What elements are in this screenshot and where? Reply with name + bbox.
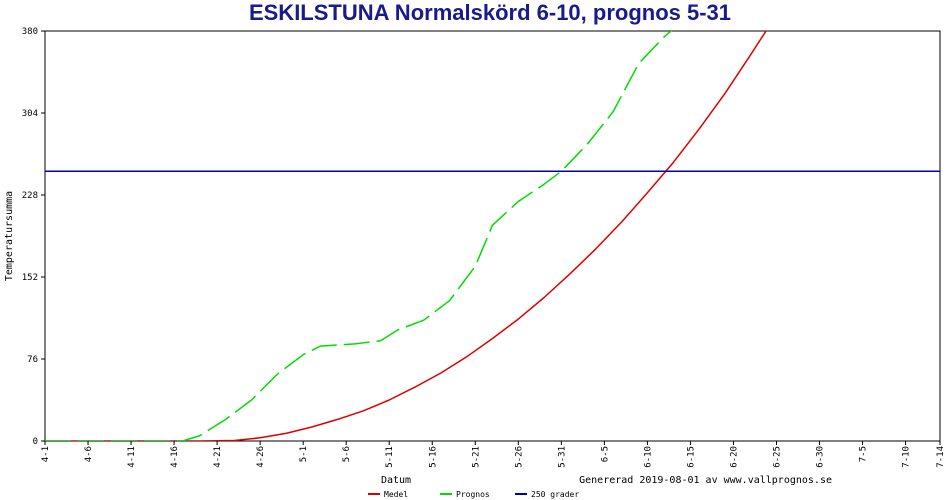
- plot-border: [44, 30, 941, 442]
- plot-area: [44, 30, 941, 442]
- x-tick-label: 5-11: [385, 446, 395, 468]
- series-layer: [45, 31, 940, 441]
- y-tick-label: 152: [22, 273, 38, 283]
- axis-layer: 0 76 152 228 304 380 4-1 4-6 4-11 4-16 4-21 4-26 5-1…: [22, 27, 946, 468]
- x-tick-label: 5-31: [557, 446, 567, 468]
- x-tick-label: 5-6: [342, 446, 352, 462]
- x-tick-label: 5-1: [299, 446, 309, 462]
- x-axis-label: Datum: [381, 475, 411, 486]
- legend-label-0: Medel: [384, 490, 408, 499]
- x-tick-label: 6-30: [816, 446, 826, 468]
- x-tick-label: 5-16: [428, 446, 438, 468]
- y-axis-label: Temperatursumma: [4, 191, 15, 281]
- x-tick-label: 4-26: [256, 446, 266, 468]
- y-tick-label: 76: [27, 355, 38, 365]
- legend: Medel Prognos 250 grader: [368, 490, 579, 499]
- chart-title: ESKILSTUNA Normalskörd 6-10, prognos 5-3…: [249, 0, 731, 25]
- x-tick-label: 6-15: [686, 446, 696, 468]
- y-tick-label: 0: [33, 437, 38, 447]
- series-line-1: [45, 31, 673, 441]
- legend-label-1: Prognos: [456, 490, 490, 499]
- x-tick-label: 7-5: [859, 446, 869, 462]
- series-line-0: [45, 31, 767, 441]
- legend-label-2: 250 grader: [531, 490, 579, 499]
- y-tick-label: 304: [22, 109, 38, 119]
- x-tick-label: 4-16: [170, 446, 180, 468]
- x-tick-label: 5-21: [471, 446, 481, 468]
- y-tick-label: 380: [22, 27, 38, 37]
- x-tick-label: 4-21: [213, 446, 223, 468]
- x-tick-label: 5-26: [514, 446, 524, 468]
- x-tick-label: 6-20: [729, 446, 739, 468]
- x-tick-label: 4-6: [84, 446, 94, 462]
- x-tick-label: 4-11: [127, 446, 137, 468]
- x-tick-label: 4-1: [41, 446, 51, 462]
- x-tick-label: 6-10: [643, 446, 653, 468]
- x-tick-label: 7-10: [902, 446, 912, 468]
- y-tick-label: 228: [22, 191, 38, 201]
- x-tick-label: 6-25: [772, 446, 782, 468]
- generated-note: Genererad 2019-08-01 av www.vallprognos.…: [579, 475, 832, 486]
- x-tick-label: 6-5: [600, 446, 610, 462]
- x-tick-label: 7-14: [936, 446, 946, 468]
